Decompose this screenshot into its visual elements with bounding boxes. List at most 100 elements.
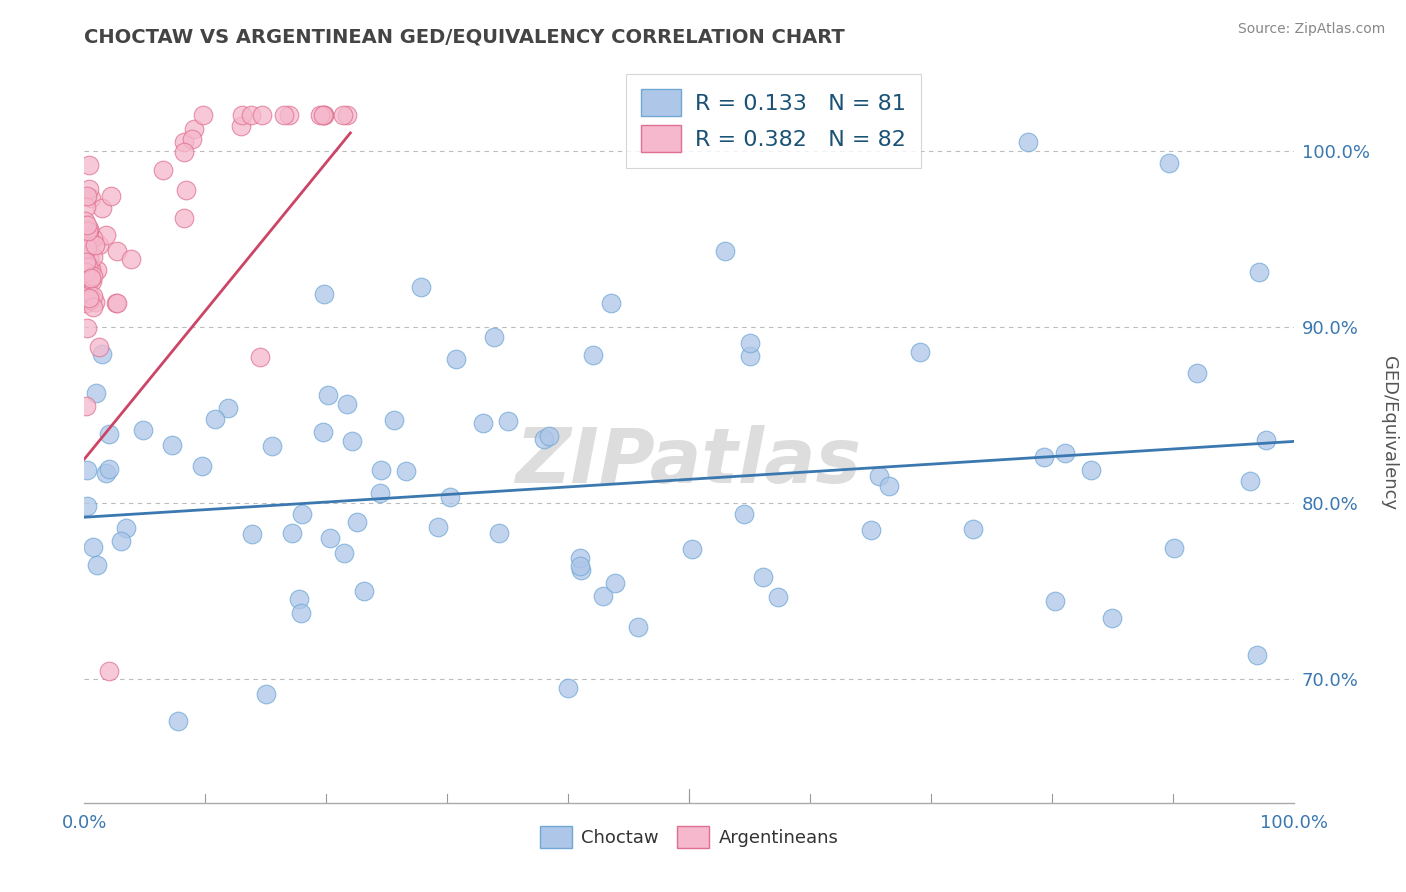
Choctaw	[860, 523, 883, 537]
Choctaw	[114, 521, 136, 535]
Argentineans	[229, 120, 252, 134]
Choctaw	[370, 486, 392, 500]
Argentineans	[75, 255, 97, 269]
Argentineans	[76, 320, 98, 334]
Choctaw	[281, 525, 304, 540]
Argentineans	[75, 270, 97, 285]
Argentineans	[82, 231, 104, 245]
Choctaw	[86, 558, 108, 573]
Argentineans	[76, 260, 98, 274]
Choctaw	[395, 464, 418, 478]
Argentineans	[79, 263, 101, 277]
Choctaw	[533, 432, 555, 446]
Choctaw	[908, 345, 931, 359]
Argentineans	[75, 293, 97, 307]
Choctaw	[254, 686, 277, 700]
Text: CHOCTAW VS ARGENTINEAN GED/EQUIVALENCY CORRELATION CHART: CHOCTAW VS ARGENTINEAN GED/EQUIVALENCY C…	[84, 28, 845, 47]
Choctaw	[260, 439, 283, 453]
Argentineans	[79, 266, 101, 280]
Choctaw	[96, 467, 118, 481]
Choctaw	[568, 551, 591, 566]
Argentineans	[312, 108, 335, 122]
Choctaw	[290, 606, 312, 620]
Argentineans	[105, 244, 128, 259]
Argentineans	[278, 108, 301, 122]
Argentineans	[77, 252, 100, 266]
Argentineans	[75, 264, 97, 278]
Choctaw	[240, 527, 263, 541]
Argentineans	[75, 252, 97, 267]
Choctaw	[1101, 611, 1123, 625]
Argentineans	[75, 283, 97, 297]
Argentineans	[75, 399, 97, 413]
Argentineans	[231, 108, 253, 122]
Argentineans	[173, 136, 195, 150]
Argentineans	[173, 145, 195, 160]
Choctaw	[599, 296, 621, 310]
Argentineans	[80, 290, 103, 304]
Argentineans	[80, 191, 103, 205]
Argentineans	[82, 268, 104, 283]
Choctaw	[314, 287, 336, 301]
Choctaw	[766, 591, 789, 605]
Choctaw	[166, 714, 188, 728]
Argentineans	[336, 108, 359, 122]
Choctaw	[191, 458, 214, 473]
Choctaw	[316, 388, 339, 402]
Choctaw	[557, 681, 579, 696]
Argentineans	[76, 188, 98, 202]
Choctaw	[733, 508, 755, 522]
Choctaw	[409, 280, 432, 294]
Argentineans	[75, 213, 97, 227]
Choctaw	[1054, 446, 1077, 460]
Argentineans	[104, 296, 127, 310]
Choctaw	[288, 591, 311, 606]
Argentineans	[77, 231, 100, 245]
Argentineans	[79, 250, 101, 264]
Argentineans	[94, 227, 117, 242]
Choctaw	[1157, 156, 1180, 170]
Choctaw	[1246, 648, 1268, 662]
Argentineans	[181, 132, 204, 146]
Choctaw	[340, 434, 363, 448]
Argentineans	[77, 228, 100, 243]
Choctaw	[496, 414, 519, 428]
Choctaw	[132, 423, 155, 437]
Argentineans	[87, 238, 110, 252]
Choctaw	[879, 479, 901, 493]
Argentineans	[97, 664, 120, 678]
Choctaw	[714, 244, 737, 258]
Choctaw	[312, 425, 335, 439]
Choctaw	[1017, 135, 1039, 149]
Argentineans	[308, 108, 330, 122]
Choctaw	[204, 411, 226, 425]
Choctaw	[569, 564, 592, 578]
Choctaw	[1043, 594, 1066, 608]
Argentineans	[75, 228, 97, 243]
Argentineans	[75, 255, 97, 269]
Choctaw	[1080, 463, 1102, 477]
Text: ZIPatlas: ZIPatlas	[516, 425, 862, 500]
Argentineans	[77, 182, 100, 196]
Choctaw	[291, 508, 314, 522]
Argentineans	[80, 274, 103, 288]
Choctaw	[217, 401, 239, 416]
Argentineans	[105, 296, 128, 310]
Choctaw	[76, 462, 98, 476]
Argentineans	[76, 218, 98, 232]
Argentineans	[79, 291, 101, 305]
Choctaw	[333, 546, 356, 560]
Choctaw	[353, 584, 375, 599]
Choctaw	[370, 463, 392, 477]
Choctaw	[538, 429, 561, 443]
Choctaw	[582, 347, 605, 361]
Choctaw	[90, 347, 112, 361]
Argentineans	[249, 350, 271, 364]
Argentineans	[79, 293, 101, 308]
Argentineans	[100, 189, 122, 203]
Choctaw	[82, 540, 104, 554]
Argentineans	[273, 108, 295, 122]
Choctaw	[439, 490, 461, 504]
Argentineans	[84, 294, 107, 309]
Argentineans	[89, 340, 111, 354]
